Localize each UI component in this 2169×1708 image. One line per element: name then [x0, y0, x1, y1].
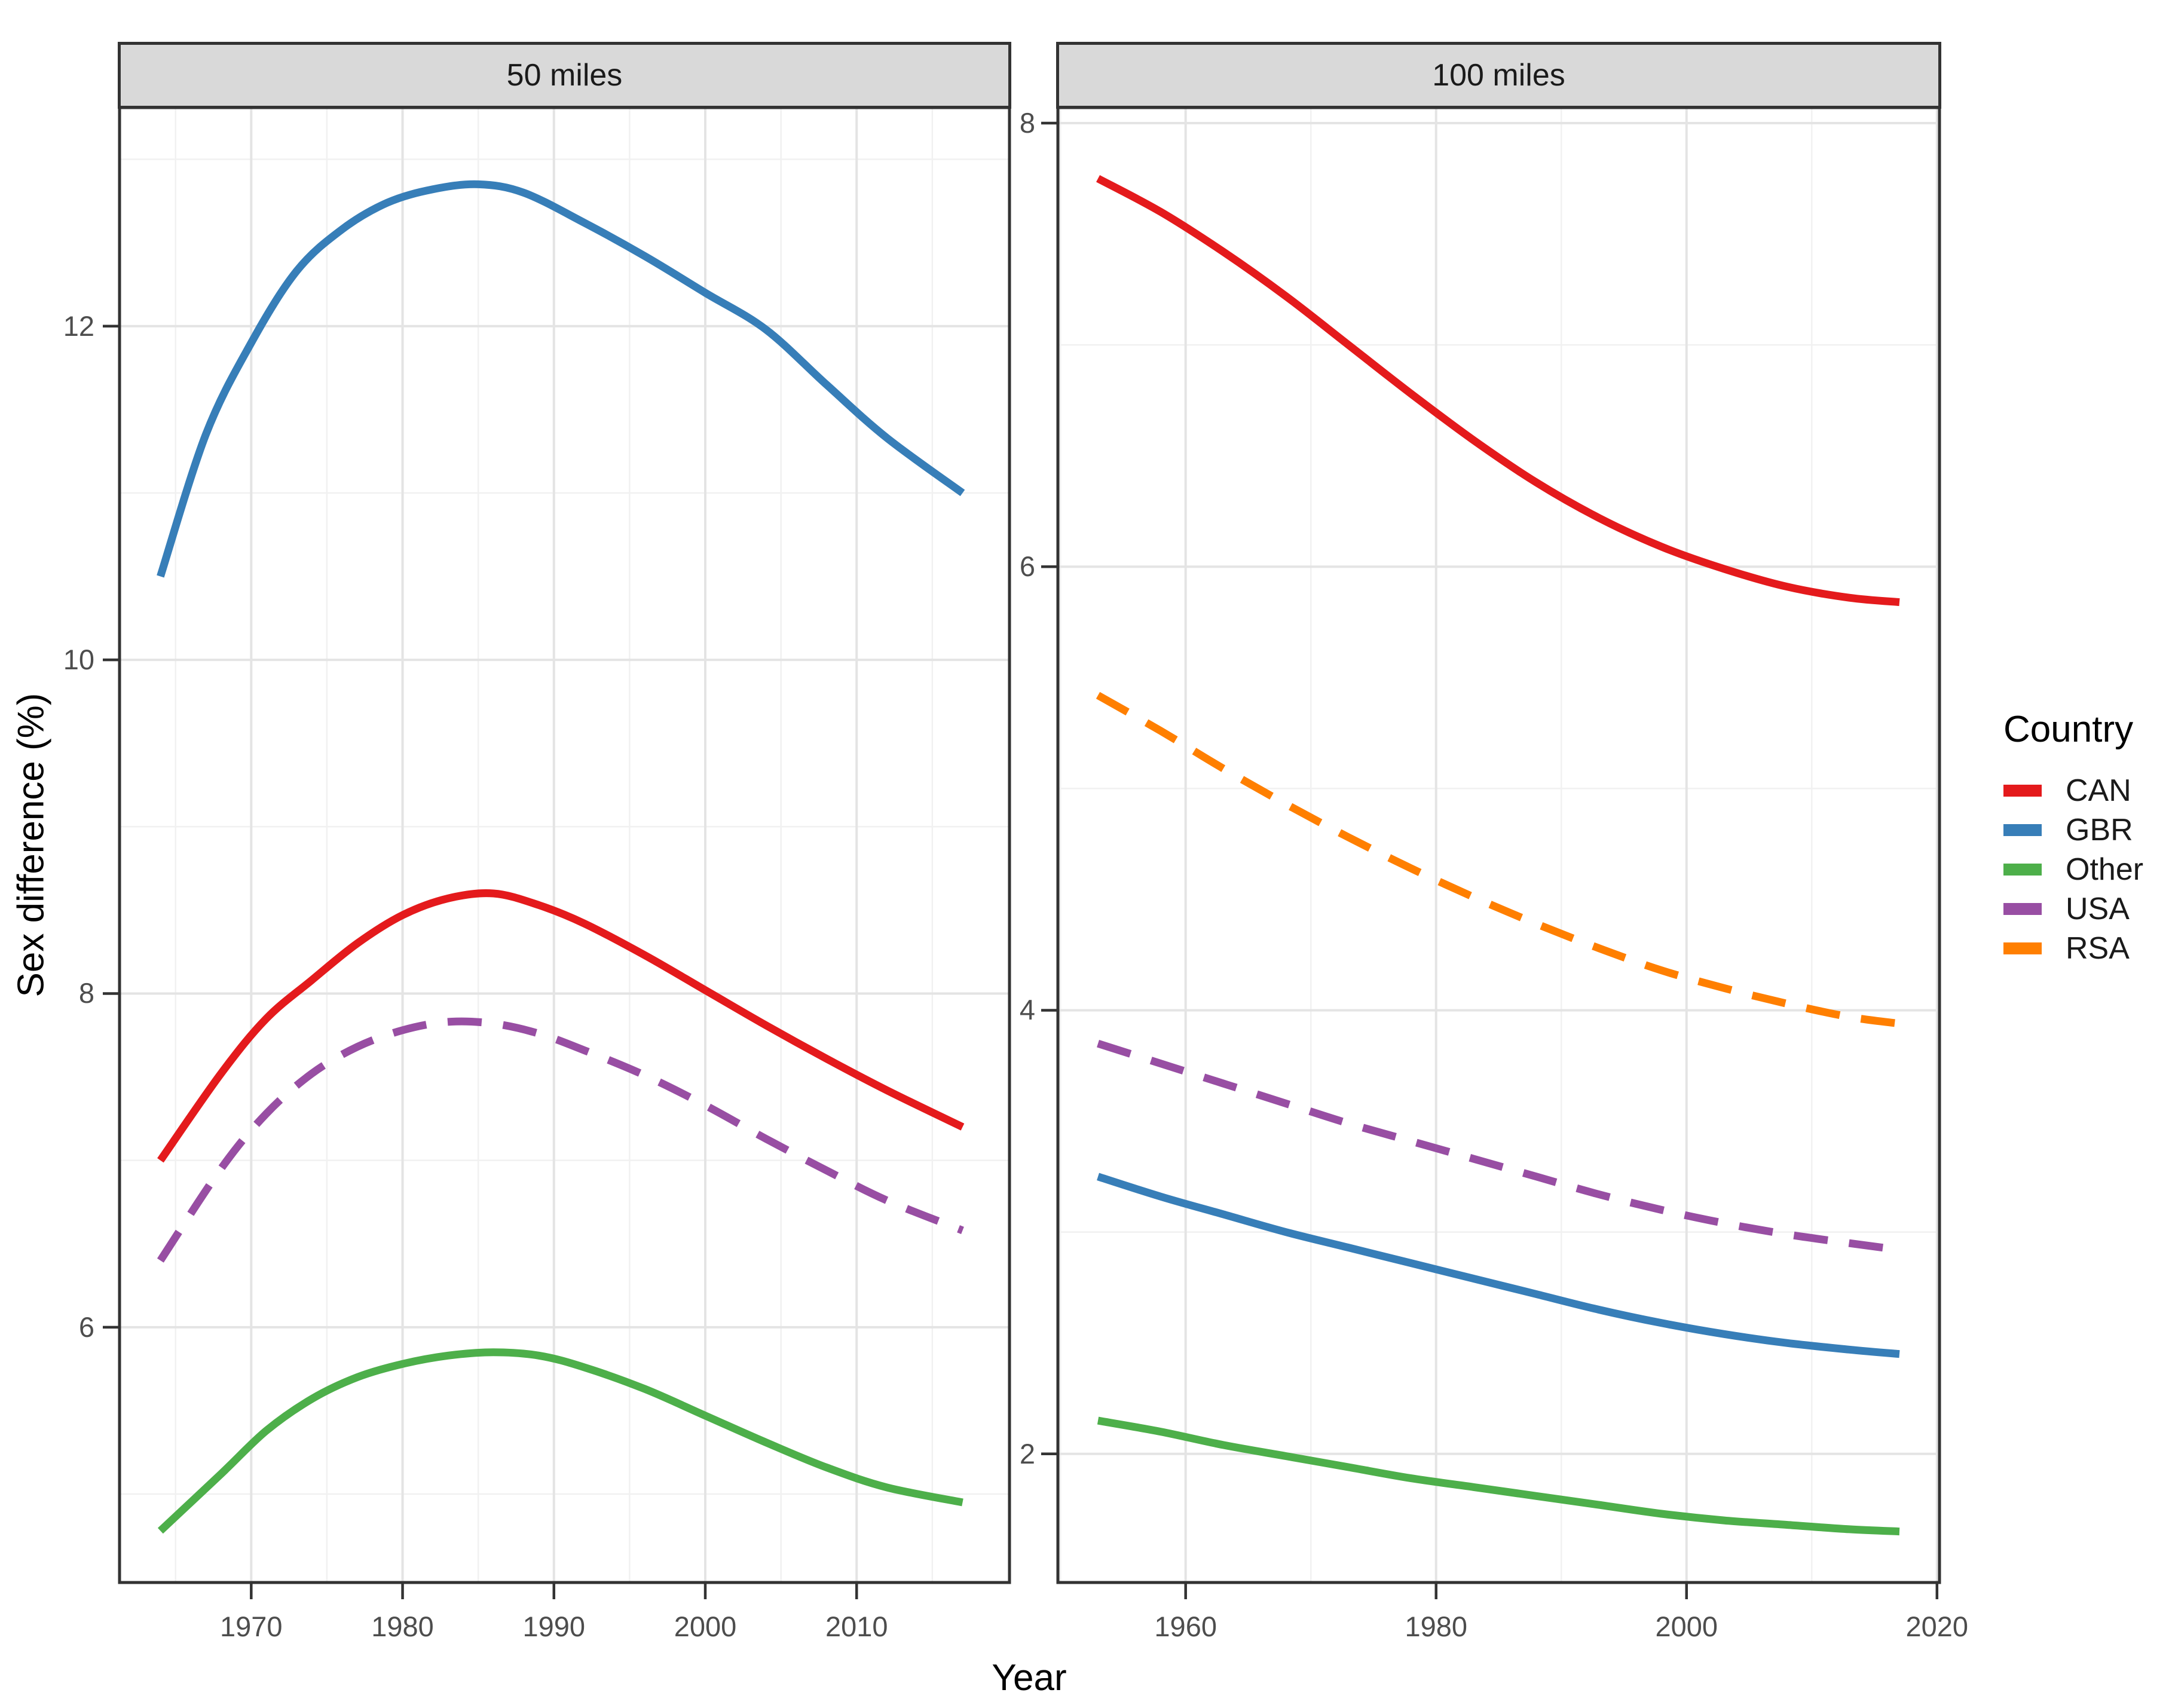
x-tick-label: 2020 — [1905, 1611, 1969, 1642]
series-line-gbr — [1097, 1173, 1900, 1358]
x-axis-title: Year — [992, 1657, 1067, 1698]
y-tick-label: 12 — [63, 310, 94, 342]
y-tick-label: 8 — [1019, 106, 1035, 139]
legend-swatch-other-line-icon — [2003, 864, 2042, 876]
y-tick-label: 4 — [1019, 994, 1035, 1026]
y-tick-label: 10 — [63, 644, 94, 676]
facet-strip-label: 100 miles — [1432, 58, 1565, 93]
x-tick-label: 1960 — [1154, 1611, 1217, 1642]
legend-item-label: USA — [2066, 892, 2130, 926]
series-line-gbr — [157, 180, 965, 578]
legend-swatch-can-line-icon — [2003, 785, 2042, 797]
y-tick-label: 2 — [1019, 1437, 1035, 1470]
series-line-other — [1097, 1416, 1900, 1536]
y-tick-label: 8 — [78, 977, 94, 1009]
legend-item-label: Other — [2066, 852, 2144, 887]
legend-item: Other — [2003, 850, 2143, 889]
legend-item-label: CAN — [2066, 773, 2131, 808]
panel-background — [120, 108, 1009, 1582]
x-tick-label: 1980 — [1405, 1611, 1468, 1642]
legend-item: RSA — [2003, 929, 2143, 968]
legend-item-label: GBR — [2066, 813, 2133, 847]
panel-background — [1058, 108, 1939, 1582]
legend-item: GBR — [2003, 810, 2143, 850]
x-tick-label: 2000 — [674, 1611, 737, 1642]
series-line-can — [157, 889, 965, 1163]
legend-items: CAN GBR Other USA RSA — [2003, 771, 2143, 968]
x-tick-label: 1980 — [371, 1611, 434, 1642]
legend-swatch-usa-line-icon — [2003, 903, 2042, 915]
legend-swatch-rsa-line-icon — [2003, 942, 2042, 954]
legend-item: USA — [2003, 889, 2143, 929]
series-line-rsa — [1096, 691, 1900, 1028]
legend-item: CAN — [2003, 771, 2143, 810]
y-tick-label: 6 — [78, 1311, 94, 1343]
y-tick-label: 6 — [1019, 550, 1035, 583]
series-line-can — [1096, 175, 1900, 607]
series-line-usa — [157, 1017, 964, 1263]
facet-strip-100-miles: 100 miles — [1056, 42, 1941, 109]
x-tick-label: 2000 — [1655, 1611, 1718, 1642]
legend-swatch-gbr-line-icon — [2003, 824, 2042, 836]
x-tick-label: 1990 — [522, 1611, 586, 1642]
x-tick-label: 2010 — [825, 1611, 888, 1642]
series-line-other — [157, 1348, 963, 1534]
series-line-usa — [1097, 1039, 1900, 1254]
x-tick-label: 1970 — [220, 1611, 283, 1642]
y-axis-title: Sex difference (%) — [10, 693, 52, 997]
legend: Country CAN GBR Other USA RSA — [2003, 708, 2143, 968]
facet-strip-label: 50 miles — [506, 58, 623, 93]
legend-item-label: RSA — [2066, 931, 2130, 966]
facet-strip-50-miles: 50 miles — [118, 42, 1011, 109]
legend-title: Country — [2003, 709, 2134, 750]
